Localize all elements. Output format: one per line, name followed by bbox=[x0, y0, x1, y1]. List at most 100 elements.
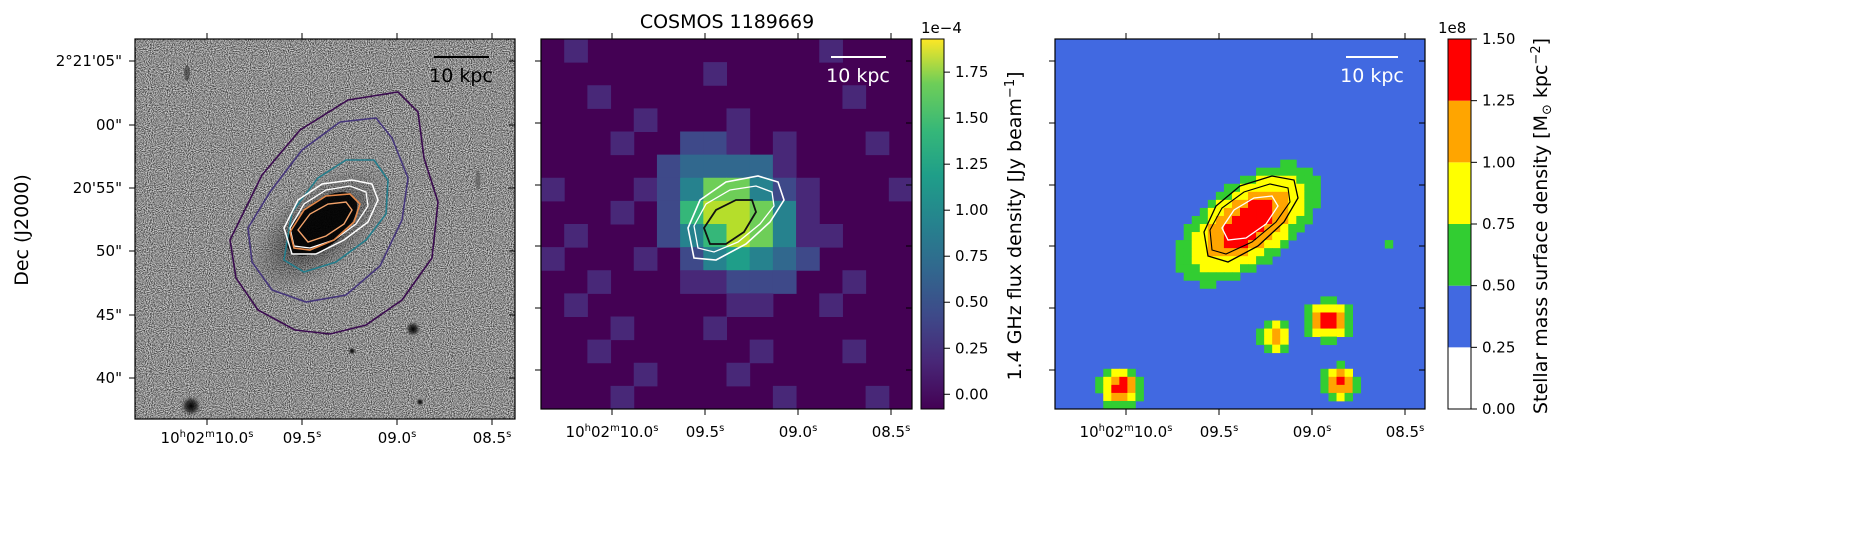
y-tick-label: 20'55" bbox=[73, 179, 122, 197]
mass-pixel bbox=[1336, 368, 1345, 378]
mass-pixel bbox=[1288, 191, 1297, 201]
radio-contour-white-1 bbox=[687, 175, 785, 261]
x-tick-label: 09.5s bbox=[1200, 423, 1239, 441]
radio-pixel bbox=[703, 270, 727, 294]
radio-pixel bbox=[633, 108, 658, 132]
x-tick-label: 09.5s bbox=[686, 423, 725, 441]
optical-x-ticks bbox=[206, 33, 493, 425]
mass-pixel bbox=[1328, 304, 1337, 313]
radio-pixel bbox=[749, 177, 774, 202]
mass-pixel bbox=[1103, 376, 1112, 386]
mass-pixel bbox=[1320, 376, 1329, 386]
radio-pixel bbox=[796, 200, 820, 225]
mass-pixel bbox=[1264, 183, 1273, 193]
mass-pixel bbox=[1264, 248, 1273, 257]
mass-pixel bbox=[1264, 336, 1273, 346]
mass-pixel bbox=[1248, 215, 1257, 225]
mass-pixel bbox=[1207, 207, 1217, 217]
mass-pixel bbox=[1264, 199, 1273, 209]
mass-pixel bbox=[1103, 368, 1112, 378]
mass-pixel bbox=[1272, 191, 1281, 201]
radio-pixel bbox=[819, 39, 843, 63]
colorbar-multiplier: 1e8 bbox=[1438, 19, 1466, 37]
mass-pixel bbox=[1272, 248, 1281, 257]
mass-pixel bbox=[1280, 232, 1289, 241]
mass-pixel bbox=[1296, 175, 1305, 185]
radio-contour-black bbox=[702, 199, 757, 245]
mass-pixel bbox=[1231, 199, 1241, 209]
mass-pixel bbox=[1312, 183, 1321, 193]
radio-pixel bbox=[772, 154, 797, 179]
mass-pixel bbox=[1296, 199, 1305, 209]
mass-pixel bbox=[1191, 256, 1201, 265]
mass-colorbar: 1e8 0.00 0.25 0.50 0.75 1.00 1.25 1.50 Stellar… bbox=[1438, 19, 1555, 418]
mass-pixel bbox=[1280, 175, 1289, 185]
radio-pixel bbox=[726, 200, 751, 225]
mass-pixel bbox=[1320, 384, 1329, 394]
mass-pixel bbox=[1231, 207, 1241, 217]
optical-panel: 10 kpc 2°21'05" 00" 20'55" 50" 45" 40" 1… bbox=[56, 33, 516, 447]
panel-title: COSMOS 1189669 bbox=[640, 11, 814, 33]
mass-pixel bbox=[1223, 264, 1233, 273]
mass-pixel bbox=[1240, 175, 1249, 185]
radio-pixel bbox=[726, 270, 751, 294]
mass-pixel bbox=[1328, 392, 1337, 402]
y-tick-label: 50" bbox=[96, 242, 122, 260]
mass-pixel bbox=[1248, 191, 1257, 201]
mass-pixel bbox=[1320, 320, 1329, 329]
mass-pixel bbox=[1280, 320, 1289, 329]
radio-pixel bbox=[749, 200, 774, 225]
mass-pixel bbox=[1215, 199, 1225, 209]
x-tick-label: 09.0s bbox=[779, 423, 818, 441]
mass-pixel bbox=[1199, 256, 1209, 265]
mass-pixel bbox=[1296, 167, 1305, 177]
mass-pixel bbox=[1127, 392, 1136, 402]
colorbar-tick-label: 1.50 bbox=[955, 109, 988, 127]
mass-pixel bbox=[1280, 328, 1289, 338]
y-axis-label: Dec (J2000) bbox=[11, 174, 33, 286]
mass-pixel bbox=[1336, 328, 1345, 338]
mass-pixel bbox=[1223, 215, 1233, 225]
mass-pixel bbox=[1288, 232, 1297, 241]
colorbar-gradient bbox=[920, 38, 945, 410]
mass-pixel bbox=[1231, 183, 1241, 193]
radio-pixel bbox=[680, 224, 704, 248]
mass-pixel bbox=[1312, 312, 1321, 321]
mass-pixel bbox=[1231, 256, 1241, 265]
mass-pixel bbox=[1280, 240, 1289, 249]
mass-pixel bbox=[1240, 183, 1249, 193]
mass-pixel bbox=[1296, 215, 1305, 225]
mass-pixel bbox=[1272, 232, 1281, 241]
colorbar-tick-label: 1.25 bbox=[1482, 92, 1515, 110]
mass-pixel bbox=[1272, 215, 1281, 225]
mass-pixel bbox=[1248, 199, 1257, 209]
radio-pixel bbox=[680, 154, 704, 179]
mass-pixel bbox=[1207, 232, 1217, 241]
radio-pixel-grid bbox=[541, 39, 912, 409]
radio-panel: COSMOS 1189669 10 kpc 10h02m10.0s bbox=[535, 11, 1026, 441]
mass-contour-white bbox=[1221, 195, 1279, 241]
mass-pixel bbox=[1280, 183, 1289, 193]
mass-x-ticks bbox=[1125, 33, 1406, 415]
mass-pixel bbox=[1240, 224, 1249, 233]
mass-pixel bbox=[1256, 167, 1265, 177]
mass-pixel bbox=[1264, 175, 1273, 185]
mass-panel: 10 kpc 10h02m10.0s 09.5s 09.0s 08.5s 1e8 bbox=[1049, 19, 1555, 441]
mass-pixel bbox=[1175, 240, 1185, 249]
mass-pixel bbox=[1199, 248, 1209, 257]
mass-pixel bbox=[1240, 207, 1249, 217]
radio-contour-3 bbox=[283, 159, 389, 273]
mass-pixel bbox=[1312, 191, 1321, 201]
radio-pixel bbox=[819, 224, 843, 248]
mass-pixel bbox=[1288, 159, 1297, 169]
galaxy-core bbox=[286, 192, 358, 256]
mass-pixel bbox=[1352, 376, 1362, 386]
mass-pixel bbox=[1328, 384, 1337, 394]
radio-pixel bbox=[564, 293, 588, 317]
mass-pixel bbox=[1344, 384, 1354, 394]
mass-pixel bbox=[1240, 191, 1249, 201]
mass-pixel bbox=[1240, 240, 1249, 249]
mass-pixel bbox=[1223, 224, 1233, 233]
y-tick-label: 45" bbox=[96, 306, 122, 324]
mass-pixel bbox=[1199, 215, 1209, 225]
